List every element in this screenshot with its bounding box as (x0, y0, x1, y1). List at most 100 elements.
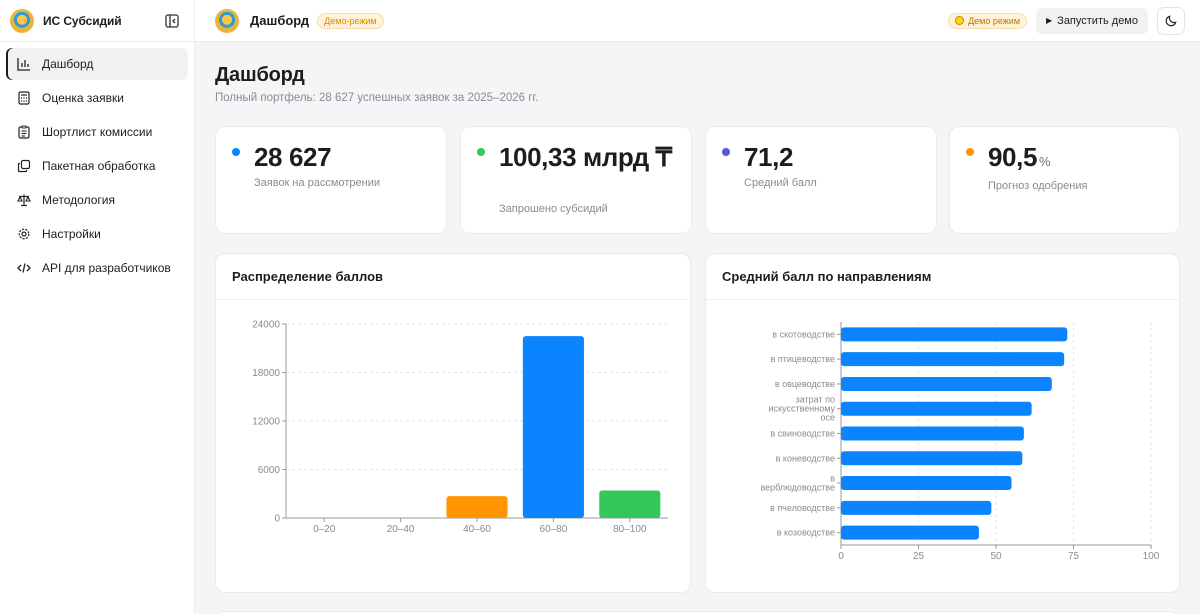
y-tick-label-line: осе (820, 413, 835, 423)
kpi-value-text: 71,2 (744, 142, 794, 172)
y-tick-label-line: в свиноводстве (770, 429, 835, 439)
score-distribution-chart: 0 6000 12000 18000 24000 0–20 20–40 40–60 60–80 8… (252, 320, 668, 535)
x-tick-label: 60–80 (539, 524, 567, 535)
y-tick-label: в овцеводстве (775, 379, 835, 389)
theme-toggle-button[interactable] (1157, 6, 1185, 35)
clipboard-list-icon (16, 124, 32, 140)
y-tick-label: в свиноводстве (770, 429, 835, 439)
x-tick-label: 0–20 (313, 524, 336, 535)
kpi-card-subsidies: 100,33 млрд ₸ Запрошено субсидий (460, 126, 692, 234)
sidebar-item-settings[interactable]: Настройки (6, 218, 188, 250)
play-icon: ▶ (1046, 16, 1053, 25)
y-tick-label-line: в пчеловодстве (770, 503, 835, 513)
header-title: Дашборд (250, 13, 310, 28)
sidebar-item-label: API для разработчиков (42, 261, 171, 275)
y-tick-label: 24000 (252, 320, 280, 331)
code-icon (16, 260, 32, 276)
bar-chart-icon (16, 56, 32, 72)
kpi-dot-icon (477, 148, 485, 156)
bar-80–100 (599, 490, 661, 518)
sidebar-item-methodology[interactable]: Методология (6, 184, 188, 216)
bar-0 (841, 327, 1068, 342)
sidebar-item-shortlist[interactable]: Шортлист комиссии (6, 116, 188, 148)
emblem-logo (215, 8, 239, 33)
bar-3 (841, 401, 1032, 416)
card-title: Средний балл по направлениям (706, 254, 1179, 300)
collapse-sidebar-icon[interactable] (164, 13, 180, 29)
kpi-value-text: 28 627 (254, 142, 332, 172)
y-tick-label-line: в (830, 474, 835, 484)
kpi-value-text: 100,33 млрд ₸ (499, 142, 672, 172)
x-tick-label: 25 (913, 551, 925, 562)
sidebar-item-dashboard[interactable]: Дашборд (6, 48, 188, 80)
sidebar-item-label: Настройки (42, 227, 101, 241)
y-tick-label: в козоводстве (777, 528, 835, 538)
y-tick-label: в скотоводстве (772, 329, 835, 339)
bar-7 (841, 500, 992, 515)
sidebar-item-api[interactable]: API для разработчиков (6, 252, 188, 284)
x-tick-label: 20–40 (387, 524, 415, 535)
y-tick-label: в верблюдоводстве (760, 474, 835, 493)
bar-60–80 (522, 336, 584, 518)
scales-icon (16, 192, 32, 208)
bar-6 (841, 476, 1012, 491)
kpi-value: 100,33 млрд ₸ (499, 143, 679, 172)
kpi-label: Запрошено субсидий (499, 203, 608, 215)
sidebar-item-label: Шортлист комиссии (42, 125, 153, 139)
sidebar: ИС Субсидий Дашборд Оценка заявки Шортли… (0, 0, 195, 614)
sidebar-nav: Дашборд Оценка заявки Шортлист комиссии … (0, 42, 194, 292)
demo-status-pill: Демо режим (948, 12, 1028, 29)
sidebar-item-label: Дашборд (42, 57, 94, 71)
kpi-label: Прогноз одобрения (988, 180, 1088, 192)
kpi-value: 71,2 (744, 143, 793, 172)
kpi-label: Заявок на рассмотрении (254, 177, 380, 189)
kpi-label: Средний балл (744, 177, 817, 189)
bar-40–60 (446, 496, 508, 518)
kpi-dot-icon (722, 148, 730, 156)
kpi-dot-icon (232, 148, 240, 156)
y-tick-label: 0 (274, 514, 280, 525)
calculator-icon (16, 90, 32, 106)
y-tick-label: в коневодстве (776, 453, 835, 463)
kpi-value-text: 90,5 (988, 142, 1038, 172)
y-tick-label-line: в птицеводстве (771, 354, 835, 364)
y-tick-label: в пчеловодстве (770, 503, 835, 513)
kpi-value: 28 627 (254, 142, 332, 172)
kpi-unit: % (1039, 154, 1051, 169)
emblem-logo (10, 8, 34, 33)
moon-icon (1165, 15, 1177, 27)
kpi-dot-icon (966, 148, 974, 156)
kpi-card-applications: 28 627 Заявок на рассмотрении (215, 126, 447, 234)
run-demo-label: Запустить демо (1057, 14, 1138, 27)
gear-icon (16, 226, 32, 242)
x-tick-label: 40–60 (463, 524, 491, 535)
bar-8 (841, 525, 979, 540)
x-tick-label: 80–100 (613, 524, 647, 535)
kpi-value: 90,5% (988, 142, 1051, 176)
kpi-card-avg-score: 71,2 Средний балл (705, 126, 937, 234)
direction-score-chart: 0 25 50 75 100 в скотоводстве в птицеводстве в … (760, 322, 1160, 562)
card-title: Распределение баллов (216, 254, 690, 300)
y-tick-label: 18000 (252, 368, 280, 379)
run-demo-button[interactable]: ▶ Запустить демо (1036, 7, 1148, 34)
sidebar-item-batch[interactable]: Пакетная обработка (6, 150, 188, 182)
y-tick-label: затрат по искусственному осе (768, 395, 835, 423)
y-tick-label-line: в коневодстве (776, 453, 835, 463)
y-tick-label: 6000 (258, 465, 281, 476)
sidebar-item-label: Пакетная обработка (42, 159, 156, 173)
x-tick-label: 100 (1143, 551, 1160, 562)
app-title: ИС Субсидий (43, 13, 122, 28)
page-title: Дашборд (215, 64, 305, 86)
demo-mode-badge: Демо-режим (317, 12, 384, 29)
sidebar-item-label: Оценка заявки (42, 91, 124, 105)
y-tick-label: в птицеводстве (771, 354, 835, 364)
sidebar-item-assessment[interactable]: Оценка заявки (6, 82, 188, 114)
kpi-card-approval: 90,5% Прогноз одобрения (949, 126, 1180, 234)
score-distribution-card: Распределение баллов 0 6000 12000 18000 2400… (215, 253, 691, 593)
bar-1 (841, 352, 1065, 367)
page-subtitle: Полный портфель: 28 627 успешных заявок … (215, 92, 539, 104)
demo-status-label: Демо режим (968, 15, 1021, 26)
main-content: Дашборд Полный портфель: 28 627 успешных… (195, 42, 1200, 614)
y-tick-label-line: затрат по (796, 395, 835, 405)
topbar: Дашборд Демо-режим Демо режим ▶ Запустит… (195, 0, 1200, 42)
